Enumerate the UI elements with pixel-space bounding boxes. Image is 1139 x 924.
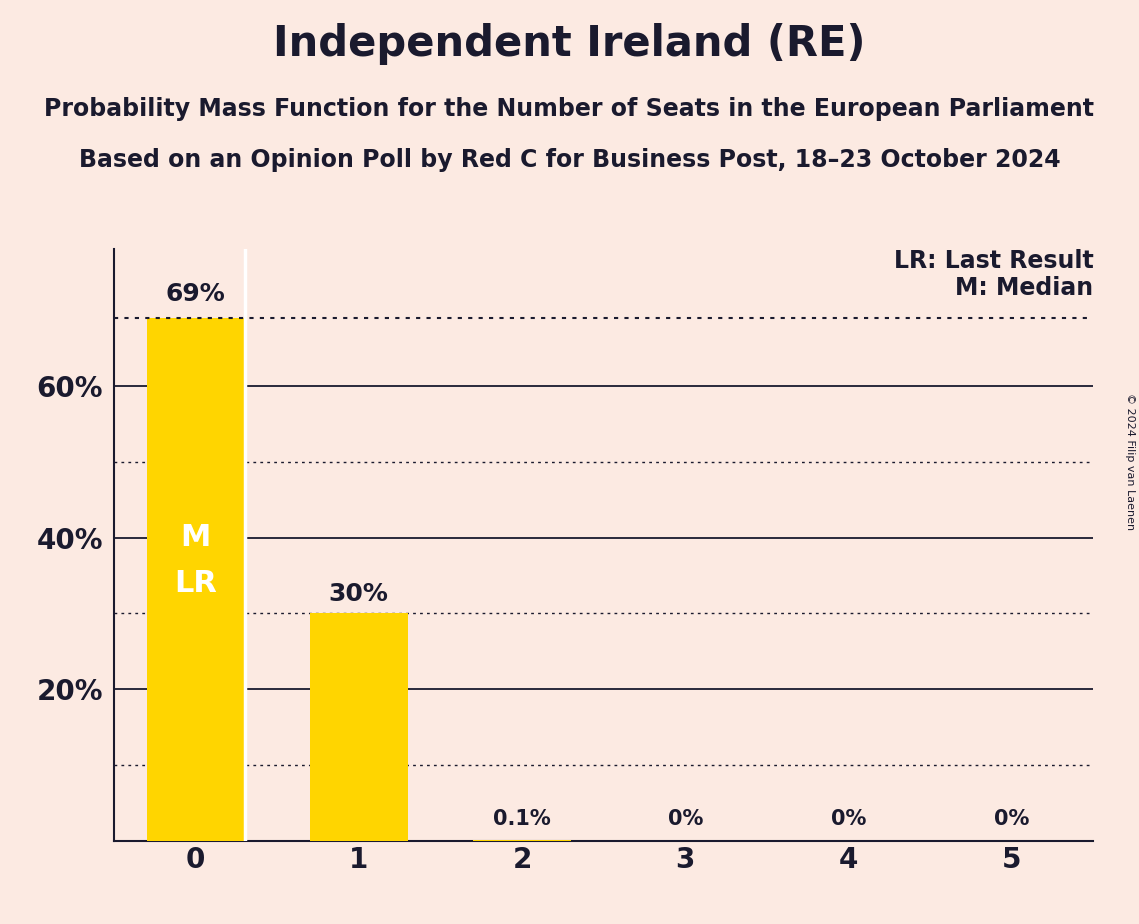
Text: Independent Ireland (RE): Independent Ireland (RE) xyxy=(273,23,866,65)
Text: M: Median: M: Median xyxy=(956,276,1093,300)
Text: 0%: 0% xyxy=(994,809,1030,830)
Text: M: M xyxy=(180,523,211,552)
Text: 0%: 0% xyxy=(667,809,703,830)
Text: 69%: 69% xyxy=(165,283,226,307)
Text: LR: LR xyxy=(174,568,216,598)
Bar xyxy=(310,614,408,841)
Text: 0%: 0% xyxy=(830,809,867,830)
Text: 30%: 30% xyxy=(329,582,388,606)
Text: Probability Mass Function for the Number of Seats in the European Parliament: Probability Mass Function for the Number… xyxy=(44,97,1095,121)
Text: © 2024 Filip van Laenen: © 2024 Filip van Laenen xyxy=(1125,394,1134,530)
Bar xyxy=(147,318,245,841)
Text: 0.1%: 0.1% xyxy=(493,809,551,830)
Text: LR: Last Result: LR: Last Result xyxy=(894,249,1093,274)
Text: Based on an Opinion Poll by Red C for Business Post, 18–23 October 2024: Based on an Opinion Poll by Red C for Bu… xyxy=(79,148,1060,172)
